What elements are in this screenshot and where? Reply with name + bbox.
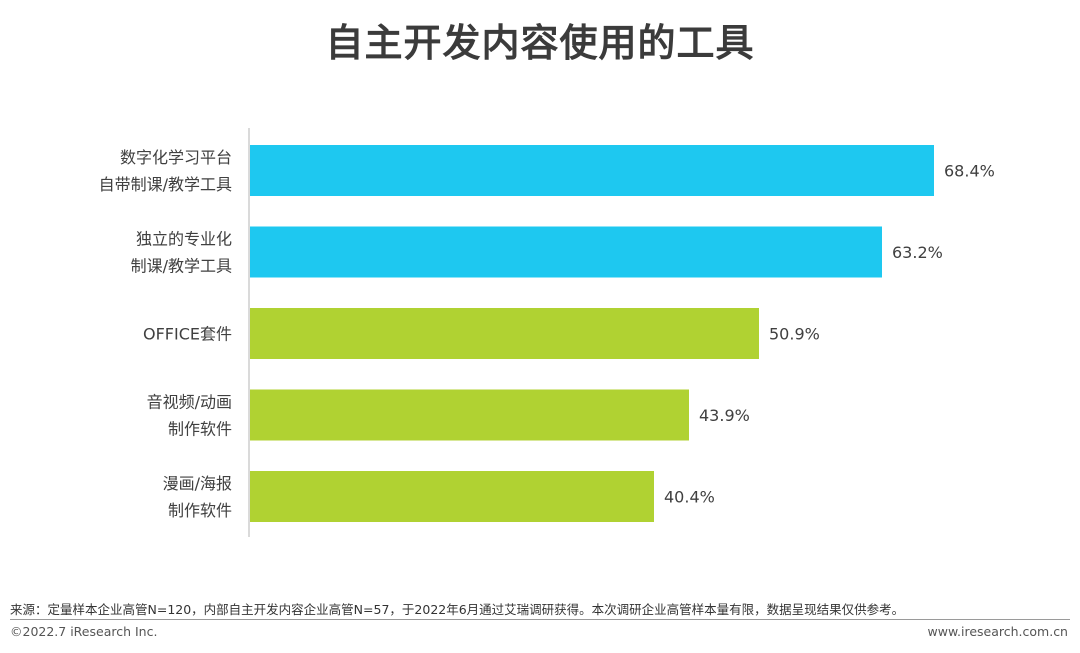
bar-3 (250, 308, 759, 359)
copyright-text: ©2022.7 iResearch Inc. (10, 624, 158, 639)
category-label-3-line-1: OFFICE套件 (143, 325, 232, 344)
footer-divider (10, 619, 1070, 620)
website-link[interactable]: www.iresearch.com.cn (927, 624, 1069, 639)
category-label-2-line-2: 制课/教学工具 (131, 257, 232, 276)
bar-2 (250, 226, 882, 278)
category-label-4-line-2: 制作软件 (168, 420, 232, 439)
value-label-2: 63.2% (892, 243, 943, 262)
category-label-4-line-1: 音视频/动画 (147, 393, 232, 412)
category-label-2-line-1: 独立的专业化 (136, 230, 232, 249)
category-label-5-line-2: 制作软件 (168, 501, 232, 520)
bar-4 (250, 389, 689, 441)
category-label-1-line-2: 自带制课/教学工具 (99, 175, 232, 194)
value-label-1: 68.4% (944, 162, 995, 181)
source-note: 来源：定量样本企业高管N=120，内部自主开发内容企业高管N=57，于2022年… (10, 602, 905, 617)
category-label-5-line-1: 漫画/海报 (163, 474, 232, 493)
value-label-5: 40.4% (664, 488, 715, 507)
category-label-1-line-1: 数字化学习平台 (120, 148, 232, 167)
bar-5 (250, 471, 654, 522)
value-label-3: 50.9% (769, 325, 820, 344)
bar-1 (250, 145, 934, 196)
value-label-4: 43.9% (699, 406, 750, 425)
chart-title: 自主开发内容使用的工具 (325, 21, 755, 65)
